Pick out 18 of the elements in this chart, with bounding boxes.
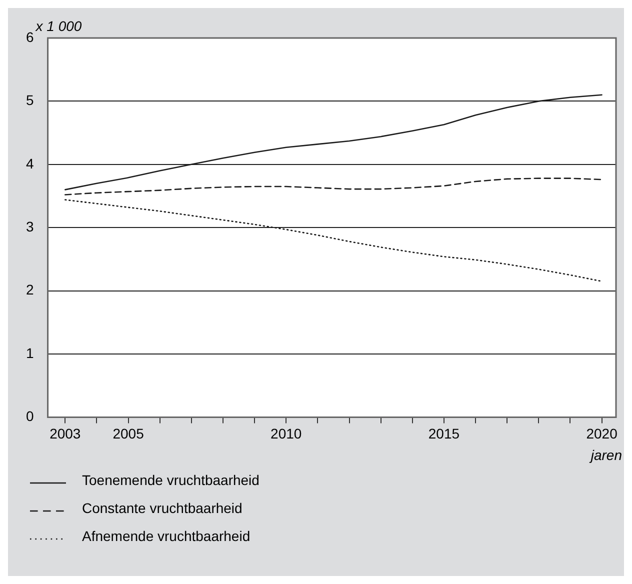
legend-label: Constante vruchtbaarheid — [82, 500, 242, 516]
y-tick-label: 0 — [26, 408, 34, 424]
y-tick-label: 2 — [26, 282, 34, 298]
y-tick-label: 5 — [26, 92, 34, 108]
y-tick-label: 1 — [26, 344, 34, 361]
x-tick-label: 2020 — [586, 425, 618, 442]
x-axis-title: jaren — [588, 447, 622, 464]
y-axis-title: x 1 000 — [34, 18, 82, 34]
y-tick-label: 6 — [26, 28, 34, 45]
x-tick-label: 2015 — [428, 425, 460, 442]
y-tick-label: 3 — [26, 218, 34, 234]
legend-label: Afnemende vruchtbaarheid — [82, 528, 250, 544]
legend-label: Toenemende vruchtbaarheid — [82, 472, 260, 488]
x-tick-label: 2010 — [270, 425, 302, 442]
line-series — [64, 178, 602, 196]
x-tick-label: 2003 — [50, 425, 81, 442]
x-tick-label: 2005 — [112, 425, 144, 442]
y-tick-label: 4 — [26, 155, 34, 172]
